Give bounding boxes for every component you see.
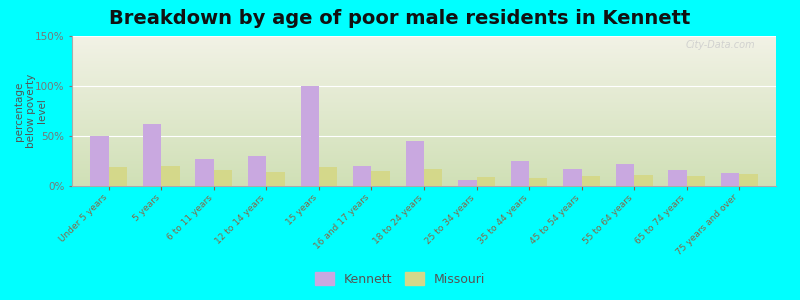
Legend: Kennett, Missouri: Kennett, Missouri: [310, 267, 490, 291]
Bar: [266, 172, 285, 186]
Bar: [214, 170, 232, 186]
Bar: [143, 124, 162, 186]
Bar: [529, 178, 547, 186]
Text: Breakdown by age of poor male residents in Kennett: Breakdown by age of poor male residents …: [110, 9, 690, 28]
Bar: [563, 169, 582, 186]
Bar: [739, 174, 758, 186]
Bar: [616, 164, 634, 186]
Bar: [109, 167, 127, 186]
Bar: [319, 167, 338, 186]
Bar: [458, 180, 477, 186]
Bar: [90, 136, 109, 186]
Bar: [371, 171, 390, 186]
Text: City-Data.com: City-Data.com: [686, 40, 755, 50]
Bar: [668, 170, 686, 186]
Bar: [301, 86, 319, 186]
Bar: [406, 141, 424, 186]
Bar: [248, 156, 266, 186]
Bar: [582, 176, 600, 186]
Bar: [424, 169, 442, 186]
Bar: [721, 173, 739, 186]
Bar: [195, 159, 214, 186]
Bar: [686, 176, 705, 186]
Bar: [162, 166, 180, 186]
Bar: [634, 175, 653, 186]
Y-axis label: percentage
below poverty
level: percentage below poverty level: [14, 74, 47, 148]
Bar: [477, 177, 495, 186]
Bar: [510, 161, 529, 186]
Bar: [353, 166, 371, 186]
